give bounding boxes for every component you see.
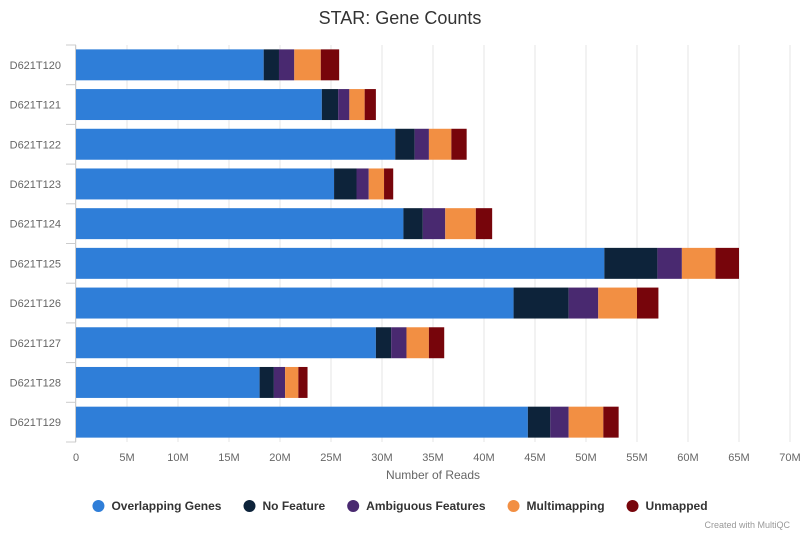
- legend-item[interactable]: Multimapping: [507, 499, 605, 513]
- x-tick-label: 25M: [320, 452, 341, 464]
- bar-segment[interactable]: [637, 287, 659, 319]
- bar-segment[interactable]: [263, 49, 279, 81]
- legend-label: Multimapping: [527, 499, 605, 513]
- y-tick-label: D621T120: [10, 60, 61, 72]
- bar-segment[interactable]: [422, 208, 446, 240]
- bar-segment[interactable]: [334, 168, 357, 200]
- bar-segment[interactable]: [76, 128, 396, 160]
- bar-segment[interactable]: [76, 287, 514, 319]
- y-tick-label: D621T127: [10, 338, 61, 350]
- bar-segment[interactable]: [395, 128, 415, 160]
- legend-symbol: [243, 500, 256, 512]
- legend-label: Ambiguous Features: [366, 499, 486, 513]
- x-tick-label: 45M: [524, 452, 545, 464]
- bar-segment[interactable]: [428, 327, 445, 359]
- bar-segment[interactable]: [406, 327, 429, 359]
- x-tick-label: 50M: [575, 452, 596, 464]
- x-axis-title: Number of Reads: [386, 468, 480, 482]
- bar-segment[interactable]: [391, 327, 407, 359]
- bar-segment[interactable]: [278, 49, 295, 81]
- x-tick-labels: 0 5M 10M 15M 20M 25M 30M 35M 40M 45M 50M 55M 60M 65M 7…: [73, 452, 800, 464]
- legend-item[interactable]: Overlapping Genes: [92, 499, 222, 513]
- x-tick-label: 60M: [677, 452, 698, 464]
- y-tick-labels: D621T120 D621T121 D621T122 D621T123 D621T124…: [10, 60, 61, 429]
- bar-segment[interactable]: [657, 247, 682, 279]
- bar-segment[interactable]: [320, 49, 340, 81]
- bar-segment[interactable]: [451, 128, 467, 160]
- y-tick-label: D621T121: [10, 100, 61, 112]
- legend-item[interactable]: No Feature: [243, 499, 325, 513]
- y-tick-label: D621T126: [10, 298, 61, 310]
- x-tick-label: 20M: [269, 452, 290, 464]
- bar-segment[interactable]: [76, 89, 322, 121]
- legend-label: Unmapped: [646, 499, 708, 513]
- bar-segment[interactable]: [76, 49, 264, 81]
- x-tick-label: 30M: [371, 452, 392, 464]
- bar-segment[interactable]: [568, 287, 599, 319]
- bar-segment[interactable]: [356, 168, 369, 200]
- bars: [76, 49, 739, 438]
- bar-segment[interactable]: [368, 168, 385, 200]
- x-tick-label: 5M: [119, 452, 134, 464]
- bar-segment[interactable]: [598, 287, 637, 319]
- legend-item[interactable]: Ambiguous Features: [347, 499, 486, 513]
- bar-segment[interactable]: [76, 327, 376, 359]
- bar-segment[interactable]: [76, 366, 260, 398]
- bar-segment[interactable]: [384, 168, 394, 200]
- legend-item[interactable]: Unmapped: [626, 499, 708, 513]
- legend-symbol: [507, 500, 520, 512]
- bar-segment[interactable]: [715, 247, 739, 279]
- bar-segment[interactable]: [428, 128, 452, 160]
- legend-label: No Feature: [262, 499, 325, 513]
- y-tick-label: D621T122: [10, 139, 61, 151]
- x-tick-label: 40M: [473, 452, 494, 464]
- bar-segment[interactable]: [364, 89, 376, 121]
- bar-segment[interactable]: [76, 406, 528, 438]
- credit-text[interactable]: Created with MultiQC: [704, 520, 790, 530]
- bar-segment[interactable]: [375, 327, 392, 359]
- bar-segment[interactable]: [76, 208, 404, 240]
- bar-segment[interactable]: [527, 406, 551, 438]
- bar-segment[interactable]: [475, 208, 493, 240]
- x-tick-label: 15M: [218, 452, 239, 464]
- bar-segment[interactable]: [76, 168, 335, 200]
- legend-label: Overlapping Genes: [111, 499, 221, 513]
- bar-segment[interactable]: [273, 366, 286, 398]
- x-tick-label: 10M: [167, 452, 188, 464]
- x-tick-label: 0: [73, 452, 79, 464]
- y-tick-label: D621T129: [10, 417, 61, 429]
- bar-segment[interactable]: [550, 406, 569, 438]
- legend-symbol: [626, 500, 639, 512]
- x-tick-label: 55M: [626, 452, 647, 464]
- bar-segment[interactable]: [414, 128, 429, 160]
- y-tick-label: D621T128: [10, 377, 61, 389]
- bar-segment[interactable]: [285, 366, 299, 398]
- bar-segment[interactable]: [298, 366, 308, 398]
- bar-segment[interactable]: [321, 89, 339, 121]
- y-tick-label: D621T124: [10, 219, 61, 231]
- bar-segment[interactable]: [513, 287, 569, 319]
- bar-segment[interactable]: [294, 49, 321, 81]
- bar-segment[interactable]: [76, 247, 605, 279]
- bar-segment[interactable]: [568, 406, 604, 438]
- y-tick-label: D621T123: [10, 179, 61, 191]
- bar-segment[interactable]: [445, 208, 476, 240]
- axes: [66, 44, 76, 443]
- y-tick-label: D621T125: [10, 258, 61, 270]
- bar-segment[interactable]: [403, 208, 423, 240]
- bar-segment[interactable]: [349, 89, 365, 121]
- x-tick-label: 70M: [779, 452, 800, 464]
- bar-segment[interactable]: [603, 406, 619, 438]
- legend: Overlapping Genes No Feature Ambiguous Fea…: [92, 499, 708, 513]
- bar-segment[interactable]: [259, 366, 274, 398]
- bar-segment[interactable]: [604, 247, 658, 279]
- bar-segment[interactable]: [681, 247, 716, 279]
- x-tick-label: 35M: [422, 452, 443, 464]
- legend-symbol: [347, 500, 360, 512]
- bar-segment[interactable]: [338, 89, 350, 121]
- x-tick-label: 65M: [728, 452, 749, 464]
- legend-symbol: [92, 500, 105, 512]
- chart-title: STAR: Gene Counts: [319, 8, 482, 28]
